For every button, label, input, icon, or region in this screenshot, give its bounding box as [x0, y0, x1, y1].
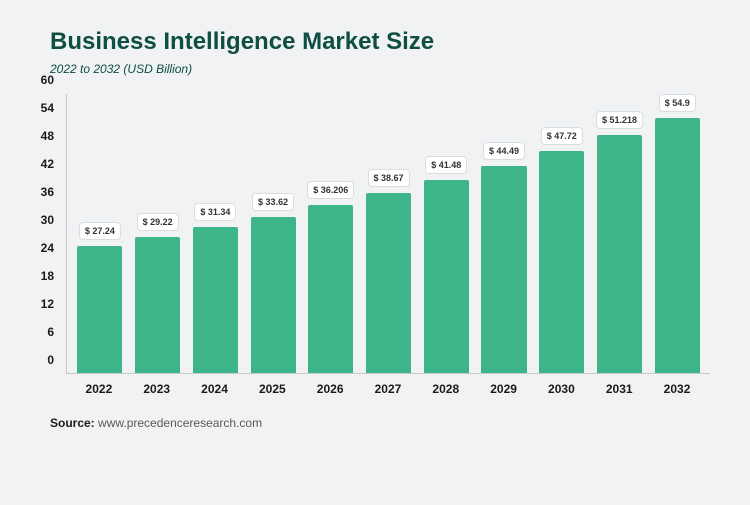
value-badge: $ 51.218 [596, 111, 643, 129]
bar-column: $ 33.62 [244, 94, 302, 373]
x-label: 2023 [128, 382, 186, 396]
bar [539, 151, 584, 373]
y-tick: 18 [26, 269, 54, 283]
bar-column: $ 27.24 [71, 94, 129, 373]
bar [251, 217, 296, 373]
x-label: 2026 [301, 382, 359, 396]
y-tick: 42 [26, 157, 54, 171]
bar [77, 246, 122, 373]
value-badge: $ 27.24 [79, 222, 121, 240]
y-tick: 6 [26, 325, 54, 339]
bar [135, 237, 180, 373]
bar-column: $ 44.49 [475, 94, 533, 373]
bar-column: $ 54.9 [648, 94, 706, 373]
x-label: 2031 [590, 382, 648, 396]
bar [193, 227, 238, 373]
x-label: 2025 [243, 382, 301, 396]
x-label: 2029 [475, 382, 533, 396]
bar [308, 205, 353, 373]
x-label: 2022 [70, 382, 128, 396]
y-tick: 12 [26, 297, 54, 311]
value-badge: $ 29.22 [137, 213, 179, 231]
y-tick: 0 [26, 353, 54, 367]
value-badge: $ 31.34 [194, 203, 236, 221]
chart-container: Business Intelligence Market Size 2022 t… [0, 0, 750, 450]
bar-column: $ 47.72 [533, 94, 591, 373]
bar [481, 166, 526, 373]
value-badge: $ 41.48 [425, 156, 467, 174]
x-label: 2027 [359, 382, 417, 396]
value-badge: $ 44.49 [483, 142, 525, 160]
y-tick: 54 [26, 101, 54, 115]
bar-column: $ 51.218 [591, 94, 649, 373]
chart-area: 06121824303642485460 $ 27.24$ 29.22$ 31.… [60, 94, 710, 394]
x-label: 2032 [648, 382, 706, 396]
bars-group: $ 27.24 $ 29.22 $ 31.34 $ 33.62 $ 36.206 $ 38… [67, 94, 710, 373]
bar-column: $ 41.48 [417, 94, 475, 373]
bar-column: $ 31.34 [186, 94, 244, 373]
chart-title: Business Intelligence Market Size [50, 28, 710, 56]
x-axis-labels: 2022202320242025202620272028202920302031… [66, 382, 710, 396]
y-tick: 30 [26, 213, 54, 227]
source-text: www.precedenceresearch.com [98, 416, 262, 430]
y-tick: 48 [26, 129, 54, 143]
x-label: 2028 [417, 382, 475, 396]
value-badge: $ 54.9 [659, 94, 696, 112]
source-line: Source: www.precedenceresearch.com [50, 416, 710, 430]
bar [597, 135, 642, 373]
bar [424, 180, 469, 373]
value-badge: $ 33.62 [252, 193, 294, 211]
bar [366, 193, 411, 373]
value-badge: $ 47.72 [541, 127, 583, 145]
y-tick: 60 [26, 73, 54, 87]
x-label: 2024 [186, 382, 244, 396]
bar-column: $ 29.22 [129, 94, 187, 373]
source-label: Source: [50, 416, 95, 430]
bar-column: $ 36.206 [302, 94, 360, 373]
y-axis: 06121824303642485460 [32, 94, 60, 374]
plot-area: $ 27.24 $ 29.22 $ 31.34 $ 33.62 $ 36.206 $ 38… [66, 94, 710, 374]
chart-subtitle: 2022 to 2032 (USD Billion) [50, 62, 710, 76]
y-tick: 36 [26, 185, 54, 199]
value-badge: $ 38.67 [368, 169, 410, 187]
y-tick: 24 [26, 241, 54, 255]
x-label: 2030 [533, 382, 591, 396]
bar-column: $ 38.67 [360, 94, 418, 373]
value-badge: $ 36.206 [307, 181, 354, 199]
bar [655, 118, 700, 373]
